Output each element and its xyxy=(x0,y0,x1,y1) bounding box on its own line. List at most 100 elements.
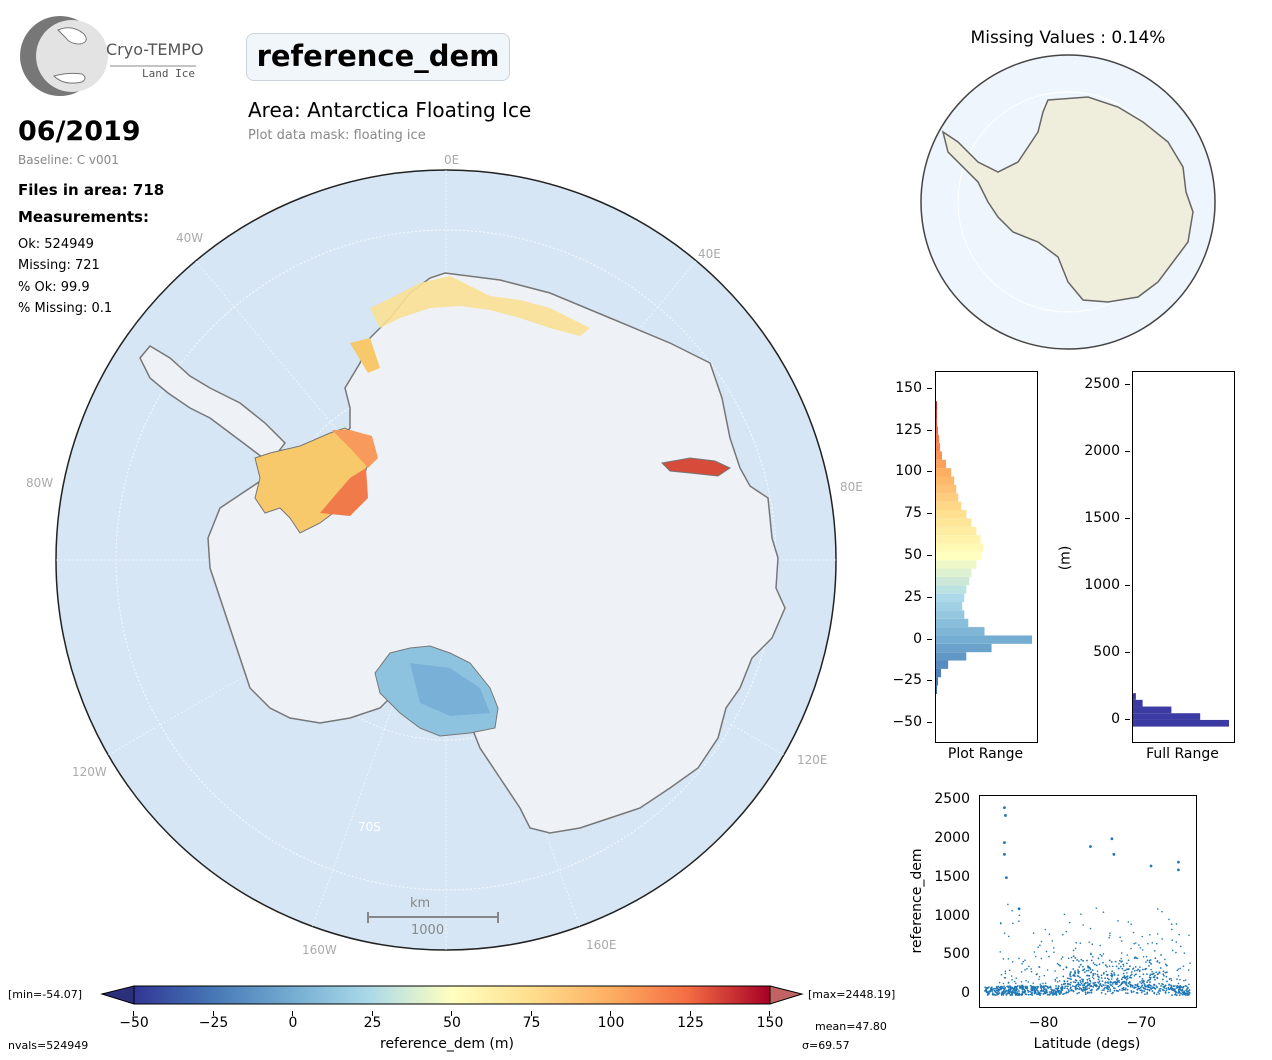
scatter-point xyxy=(1056,962,1059,965)
scatter-point xyxy=(985,988,988,991)
scatter-point xyxy=(1096,973,1099,976)
scatter-point xyxy=(998,988,1001,991)
scatter-point xyxy=(1002,990,1005,993)
scatter-point xyxy=(1129,974,1132,977)
scatter-point xyxy=(1039,994,1042,996)
scatter-point xyxy=(1089,982,1091,985)
scatter-point xyxy=(1029,984,1032,987)
scatter-point xyxy=(1134,942,1137,944)
cb-max-text: [max=2448.19] xyxy=(808,988,896,1001)
scatter-point xyxy=(1184,979,1187,981)
scatter-point xyxy=(1112,852,1116,856)
scatter-point xyxy=(1014,989,1016,992)
scatter-point xyxy=(1132,990,1135,993)
scatter-point xyxy=(1034,986,1036,988)
scatter-point xyxy=(1121,967,1124,970)
scatter-point xyxy=(1026,987,1029,990)
scatter-point xyxy=(1161,910,1163,913)
colorbar-tick: 25 xyxy=(348,1011,398,1031)
scatter-point xyxy=(1105,984,1107,987)
hist-plot-range-bar xyxy=(936,418,938,427)
scatter-point xyxy=(1074,972,1077,975)
scatter-point xyxy=(1030,987,1033,990)
scatter-point xyxy=(1087,966,1090,969)
hist-plot-range-bar xyxy=(936,618,969,628)
scatter-point xyxy=(1117,985,1120,988)
scatter-point xyxy=(1082,987,1085,989)
scatter-point xyxy=(1088,991,1091,994)
scatter-point xyxy=(1070,956,1073,959)
files-count: Files in area: 718 xyxy=(18,181,165,199)
scatter-point xyxy=(1009,987,1012,990)
scatter-point xyxy=(1011,990,1014,992)
scatter-point xyxy=(1171,928,1173,931)
scatter-point xyxy=(1168,984,1170,987)
scatter-point xyxy=(1053,992,1056,995)
scatter-point xyxy=(1149,974,1151,977)
scatter-point xyxy=(1033,951,1036,953)
scatter-point xyxy=(1072,949,1075,952)
scatter-point xyxy=(1167,986,1170,989)
hist-plot-range-bar xyxy=(936,535,981,544)
scatter-point xyxy=(1134,984,1137,986)
scatter-ytick: 0 xyxy=(961,985,970,1002)
hist-full-range-bar xyxy=(1133,706,1172,714)
lat-label-70s: 70S xyxy=(358,820,381,834)
scatter-point xyxy=(1088,977,1091,980)
scatter-point xyxy=(1132,931,1135,934)
scatter-point xyxy=(1168,918,1170,921)
scatter-point xyxy=(1127,921,1130,923)
scatter-point xyxy=(994,994,997,996)
scatter-point xyxy=(1155,942,1158,945)
scatter-point xyxy=(1081,980,1084,982)
hist-plot-range-bar xyxy=(936,484,957,494)
scatter-point xyxy=(1059,987,1062,990)
scatter-point xyxy=(1087,969,1090,972)
scatter-point xyxy=(1135,991,1138,994)
scatter-point xyxy=(1092,962,1095,964)
inset-continent xyxy=(941,96,1194,303)
scatter-point xyxy=(994,987,996,990)
scatter-point xyxy=(1079,976,1081,979)
scatter-point xyxy=(1055,992,1058,995)
hist-full-range-bar xyxy=(1133,713,1201,720)
scatter-point xyxy=(1145,961,1147,963)
scatter-point xyxy=(1109,934,1111,937)
scatter-point xyxy=(1168,988,1171,991)
scatter-point xyxy=(1149,981,1151,984)
scatter-point xyxy=(1144,988,1147,990)
scatter-point xyxy=(1079,979,1081,982)
scatter-point xyxy=(1098,980,1101,982)
scatter-point xyxy=(1164,991,1167,993)
scatter-point xyxy=(1094,981,1097,984)
scatter-point xyxy=(1086,978,1089,981)
scatter-point xyxy=(1156,960,1159,963)
scatter-point xyxy=(1120,957,1123,960)
scatter-point xyxy=(1129,985,1132,988)
scatter-point xyxy=(1118,980,1120,982)
hist-plot-range-bar xyxy=(936,660,949,669)
scatter-point xyxy=(1011,960,1014,963)
scatter-point xyxy=(1036,989,1039,992)
scatter-point xyxy=(1082,965,1084,968)
scatter-point xyxy=(1182,965,1185,967)
scatter-point xyxy=(1015,986,1018,988)
scatter-point xyxy=(1097,981,1099,984)
scatter-point xyxy=(1176,986,1179,989)
scatter-point xyxy=(1063,992,1066,995)
scatter-point xyxy=(1066,987,1069,990)
measurements-label: Measurements: xyxy=(18,208,149,226)
hist-plot-range-bar xyxy=(936,685,938,694)
lon-label-0e: 0E xyxy=(444,153,460,167)
scatter-point xyxy=(1029,990,1032,993)
hist-plot-range-ytick: 0 xyxy=(882,631,932,647)
hist-plot-range-bar xyxy=(936,610,965,619)
scatter-point xyxy=(1039,983,1042,985)
scatter-point xyxy=(1070,989,1072,992)
colorbar-tick: −25 xyxy=(189,1011,239,1031)
scatter-point xyxy=(1099,953,1102,956)
scatter-point xyxy=(1078,966,1081,968)
hist-plot-range-bar xyxy=(936,401,938,410)
scatter-point xyxy=(1132,967,1135,970)
scatter-point xyxy=(989,989,992,992)
